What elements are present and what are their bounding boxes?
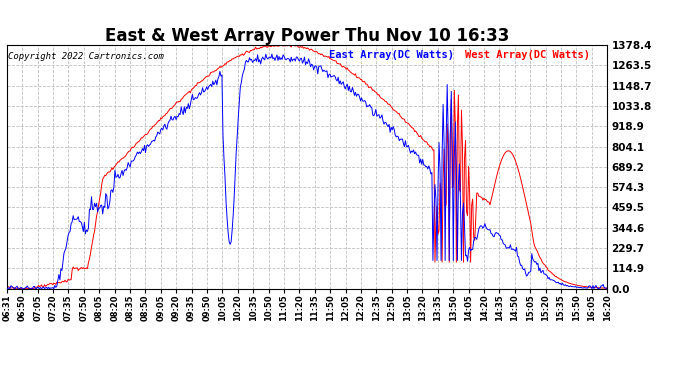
Title: East & West Array Power Thu Nov 10 16:33: East & West Array Power Thu Nov 10 16:33 bbox=[105, 27, 509, 45]
Text: Copyright 2022 Cartronics.com: Copyright 2022 Cartronics.com bbox=[8, 53, 164, 61]
Legend: East Array(DC Watts), West Array(DC Watts): East Array(DC Watts), West Array(DC Watt… bbox=[326, 50, 590, 60]
